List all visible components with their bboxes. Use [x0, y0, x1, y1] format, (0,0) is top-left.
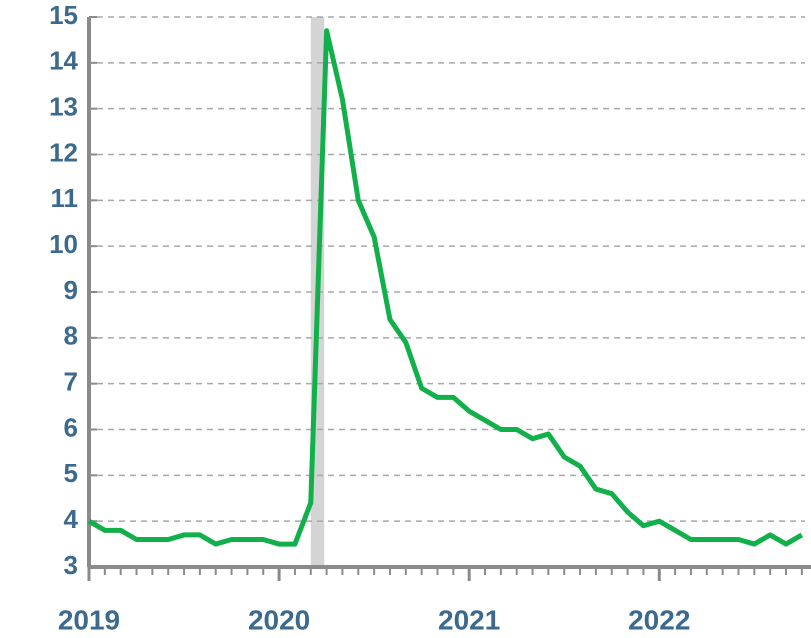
y-tick-label: 6: [64, 412, 78, 442]
y-tick-label: 10: [49, 229, 78, 259]
data-line: [87, 28, 804, 547]
y-tick-label: 13: [49, 92, 78, 122]
y-tick-label: 8: [64, 321, 78, 351]
y-tick-label: 7: [64, 367, 78, 397]
y-tick-label: 14: [49, 46, 78, 76]
y-tick-label: 3: [64, 550, 78, 580]
x-tick-label: 2022: [628, 604, 690, 635]
y-tick-label: 11: [51, 183, 79, 213]
y-tick-label: 9: [64, 275, 78, 305]
y-tick-label: 15: [49, 0, 78, 30]
x-tick-label: 2020: [248, 604, 310, 635]
x-tick-label: 2019: [58, 604, 120, 635]
y-tick-label: 12: [49, 137, 78, 167]
x-tick-label: 2021: [438, 604, 500, 635]
y-tick-label: 4: [64, 504, 79, 534]
y-tick-label: 5: [64, 458, 78, 488]
